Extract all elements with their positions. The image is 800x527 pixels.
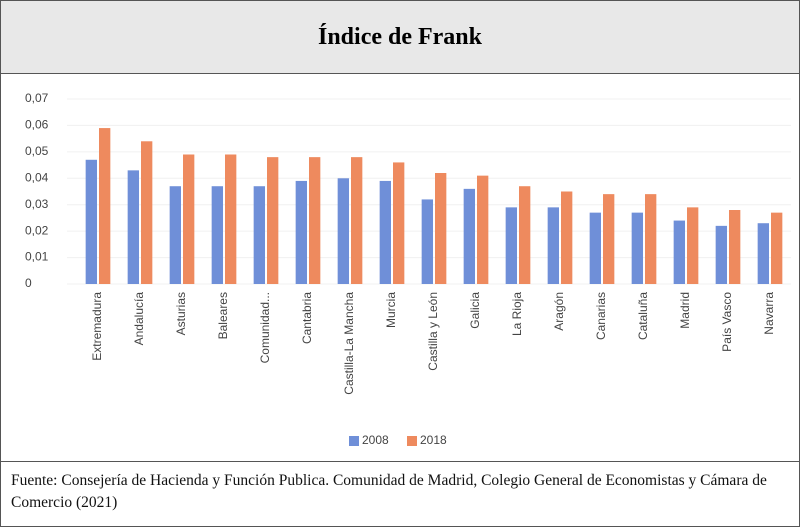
bar — [757, 223, 769, 284]
bar — [505, 207, 517, 284]
x-tick-label: Cataluña — [636, 292, 650, 340]
legend-swatch — [349, 436, 359, 446]
legend-swatch — [407, 436, 417, 446]
bar — [421, 199, 433, 284]
bar — [225, 154, 237, 284]
bar — [337, 178, 349, 284]
legend-label: 2018 — [420, 433, 447, 447]
bar — [99, 128, 111, 284]
x-tick-label: Comunidad... — [258, 292, 272, 363]
x-tick-label: Aragón — [552, 292, 566, 331]
bar — [687, 207, 699, 284]
bar — [477, 175, 489, 284]
bar — [771, 212, 783, 284]
bar — [295, 180, 307, 284]
x-tick-label: La Rioja — [510, 292, 524, 336]
x-tick-label: Galicia — [468, 292, 482, 329]
bar — [631, 212, 643, 284]
y-tick-label: 0 — [25, 276, 32, 290]
y-tick-label: 0,05 — [25, 144, 49, 158]
x-tick-label: Navarra — [762, 292, 776, 335]
bar — [309, 157, 321, 284]
y-tick-label: 0,07 — [25, 91, 49, 105]
bar — [379, 180, 391, 284]
bar — [435, 173, 447, 284]
x-tick-label: Baleares — [216, 292, 230, 339]
x-tick-label: Extremadura — [90, 292, 104, 361]
y-tick-label: 0,01 — [25, 250, 49, 264]
bar — [393, 162, 405, 284]
bar — [141, 141, 153, 284]
bar — [211, 186, 223, 284]
x-tick-label: Madrid — [678, 292, 692, 329]
bar — [253, 186, 265, 284]
x-tick-label: Castilla-La Mancha — [342, 292, 356, 395]
bar — [183, 154, 195, 284]
y-tick-label: 0,06 — [25, 118, 49, 132]
x-tick-label: Castilla y León — [426, 292, 440, 371]
x-tick-label: Andalucía — [132, 292, 146, 346]
x-tick-label: Canarias — [594, 292, 608, 340]
bar — [561, 191, 573, 284]
x-tick-label: País Vasco — [720, 292, 734, 352]
x-tick-label: Murcia — [384, 292, 398, 328]
bar — [547, 207, 559, 284]
bar — [267, 157, 279, 284]
bar — [589, 212, 601, 284]
bar — [127, 170, 139, 284]
y-tick-label: 0,02 — [25, 223, 49, 237]
bar — [673, 220, 685, 284]
y-tick-label: 0,03 — [25, 197, 49, 211]
legend-label: 2008 — [362, 433, 389, 447]
bar — [603, 194, 615, 284]
bar — [351, 157, 363, 284]
bar — [715, 225, 727, 284]
chart-title: Índice de Frank — [1, 1, 799, 74]
chart: 0 0,01 0,02 0,03 0,04 0,05 0,06 0,07 Extremadura… — [25, 91, 791, 447]
footer-note: Fuente: Consejería de Hacienda y Función… — [1, 461, 799, 514]
bar — [169, 186, 181, 284]
x-tick-label: Asturias — [174, 292, 188, 335]
bar — [463, 188, 475, 284]
bar — [729, 210, 741, 284]
bar — [85, 159, 97, 284]
y-tick-label: 0,04 — [25, 170, 49, 184]
x-tick-label: Cantabria — [300, 292, 314, 344]
bar — [645, 194, 657, 284]
bar — [519, 186, 531, 284]
